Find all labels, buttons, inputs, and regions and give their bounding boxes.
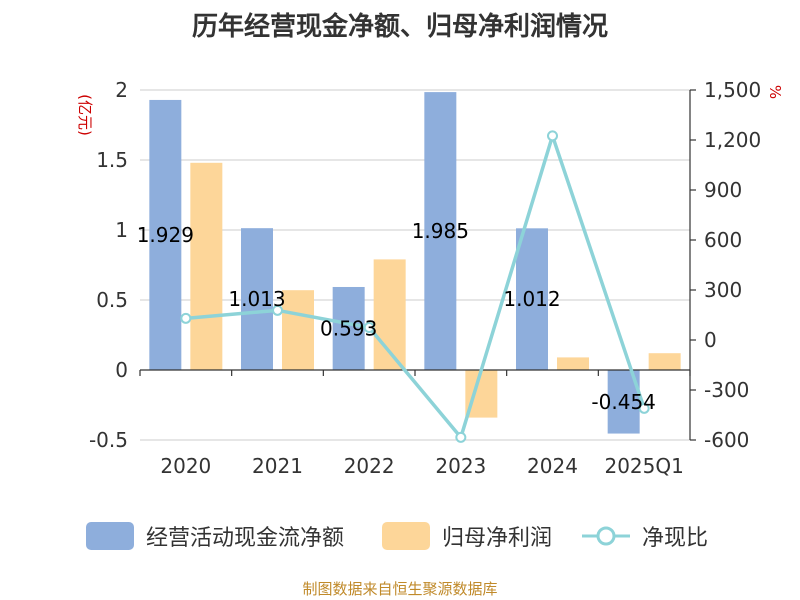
- chart-plot: -0.5 0 0.5 1 1.5 2 -600 -300 0 300 600 900 1,200 1,50…: [0, 0, 800, 600]
- cashflow-data-label: 0.593: [320, 316, 377, 340]
- x-tick-label: 2024: [527, 454, 578, 478]
- right-tick-label: 1,500: [704, 78, 761, 102]
- legend-item-profit[interactable]: 归母净利润: [382, 514, 552, 558]
- x-tick-label: 2020: [160, 454, 211, 478]
- right-tick-label: 300: [704, 278, 742, 302]
- ratio-point: [181, 314, 190, 323]
- legend-swatch-cashflow: [86, 522, 134, 550]
- right-axis-unit: %: [766, 85, 784, 99]
- left-tick-label: 0.5: [96, 288, 128, 312]
- x-tick-label: 2021: [252, 454, 303, 478]
- left-tick-label: 0: [115, 358, 128, 382]
- legend-label-profit: 归母净利润: [442, 520, 552, 552]
- bar-profit: [649, 353, 681, 370]
- cashflow-data-label: 1.012: [503, 287, 560, 311]
- right-tick-label: -600: [704, 428, 749, 452]
- left-axis-unit: (亿元): [76, 94, 94, 136]
- right-tick-label: 0: [704, 328, 717, 352]
- right-tick-label: -300: [704, 378, 749, 402]
- bar-profit: [557, 357, 589, 370]
- legend: 经营活动现金流净额 归母净利润 净现比: [0, 514, 800, 558]
- cashflow-data-label: -0.454: [591, 390, 655, 414]
- cashflow-data-label: 1.013: [228, 287, 285, 311]
- legend-item-ratio[interactable]: 净现比: [582, 514, 708, 558]
- x-tick-label: 2023: [435, 454, 486, 478]
- grid-lines: [140, 90, 690, 440]
- bar-profit: [190, 163, 222, 370]
- bar-profit: [282, 290, 314, 370]
- right-tick-label: 1,200: [704, 128, 761, 152]
- cashflow-data-label: 1.929: [137, 223, 194, 247]
- cashflow-data-label: 1.985: [412, 219, 469, 243]
- legend-line-ratio-icon: [582, 522, 630, 550]
- source-note: 制图数据来自恒生聚源数据库: [0, 578, 800, 599]
- left-tick-label: 2: [115, 78, 128, 102]
- left-tick-label: 1.5: [96, 148, 128, 172]
- left-tick-label: 1: [115, 218, 128, 242]
- x-tick-label: 2025Q1: [604, 454, 683, 478]
- left-tick-label: -0.5: [89, 428, 128, 452]
- legend-swatch-profit: [382, 522, 430, 550]
- legend-item-cashflow[interactable]: 经营活动现金流净额: [86, 514, 344, 558]
- right-tick-label: 600: [704, 228, 742, 252]
- legend-label-ratio: 净现比: [642, 520, 708, 552]
- ratio-point: [548, 131, 557, 140]
- ratio-point: [456, 433, 465, 442]
- right-tick-label: 900: [704, 178, 742, 202]
- x-tick-label: 2022: [344, 454, 395, 478]
- legend-label-cashflow: 经营活动现金流净额: [146, 520, 344, 552]
